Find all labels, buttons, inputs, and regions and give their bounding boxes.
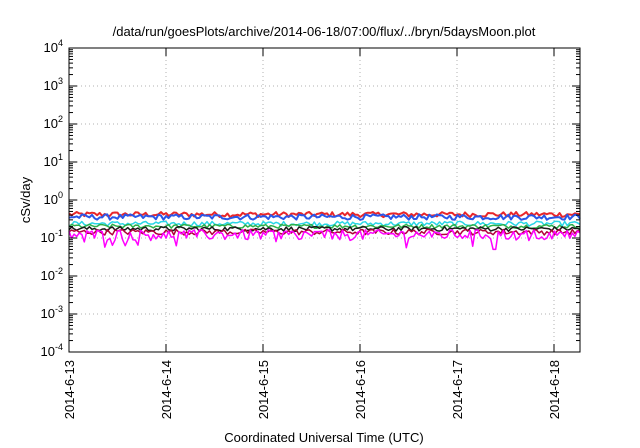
y-tick-exponent: 3	[58, 76, 63, 86]
y-tick-label: 101	[44, 152, 63, 169]
x-tick-label: 2014-6-18	[547, 360, 562, 419]
y-tick-exponent: 0	[58, 190, 63, 200]
y-tick-exponent: 4	[58, 38, 63, 48]
y-tick-base: 10	[44, 192, 58, 207]
x-tick-label: 2014-6-14	[159, 360, 174, 419]
series-line	[68, 211, 581, 219]
y-tick-label: 102	[44, 114, 63, 131]
y-tick-base: 10	[44, 40, 58, 55]
x-axis-label: Coordinated Universal Time (UTC)	[224, 430, 423, 445]
y-tick-exponent: -3	[55, 304, 63, 314]
x-tick-label: 2014-6-13	[62, 360, 77, 419]
y-tick-exponent: -4	[55, 342, 63, 352]
y-tick-exponent: -2	[55, 266, 63, 276]
x-tick-label: 2014-6-15	[256, 360, 271, 419]
chart-title: /data/run/goesPlots/archive/2014-06-18/0…	[113, 24, 536, 39]
y-tick-label: 10-1	[41, 228, 63, 245]
y-tick-base: 10	[41, 230, 55, 245]
series-line	[68, 213, 581, 221]
grid	[69, 48, 580, 352]
y-tick-label: 10-3	[41, 304, 63, 321]
series-line	[68, 228, 581, 251]
x-tick-label: 2014-6-17	[450, 360, 465, 419]
series-line	[68, 225, 581, 233]
series-lines	[68, 211, 581, 251]
y-tick-exponent: 2	[58, 114, 63, 124]
y-tick-label: 104	[44, 38, 63, 55]
y-tick-base: 10	[44, 154, 58, 169]
series-line	[68, 228, 581, 236]
x-axis: 2014-6-13 2014-6-14 2014-6-15 2014-6-16 2014…	[62, 48, 562, 419]
series-line	[68, 220, 581, 227]
y-tick-label: 10-2	[41, 266, 63, 283]
y-tick-label: 103	[44, 76, 63, 93]
y-axis-label: cSv/day	[18, 176, 33, 223]
y-tick-exponent: -1	[55, 228, 63, 238]
y-tick-base: 10	[41, 268, 55, 283]
y-tick-base: 10	[44, 78, 58, 93]
y-tick-base: 10	[41, 306, 55, 321]
y-tick-label: 10-4	[41, 342, 63, 359]
x-tick-label: 2014-6-16	[353, 360, 368, 419]
y-tick-label: 100	[44, 190, 63, 207]
y-tick-base: 10	[41, 344, 55, 359]
y-tick-exponent: 1	[58, 152, 63, 162]
y-tick-base: 10	[44, 116, 58, 131]
